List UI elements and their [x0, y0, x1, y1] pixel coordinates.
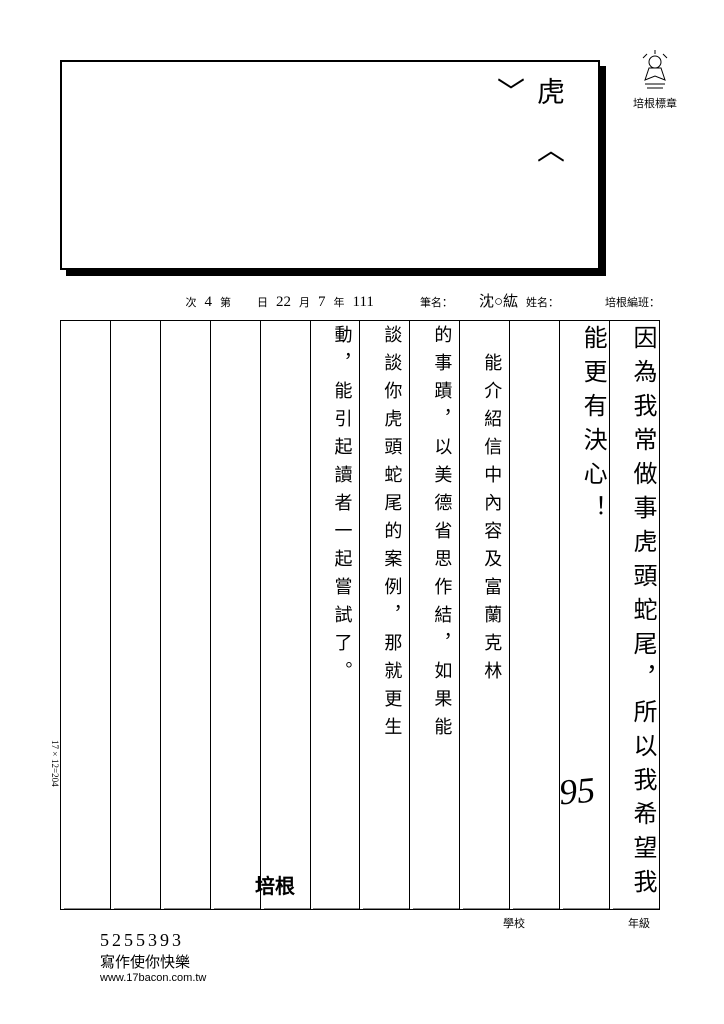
- badge-area: 培根標章: [630, 50, 680, 111]
- badge-icon: [635, 50, 675, 90]
- grid-column: 談談你虎頭蛇尾的案例，那就更生: [359, 321, 409, 909]
- day-suffix: 日: [257, 294, 268, 310]
- class-label: 培根編班：: [605, 294, 660, 310]
- grid-dimensions: 17×12=204: [50, 740, 60, 787]
- column-text: 的事蹟，以美德省思作結，如果能: [425, 325, 459, 909]
- date-month: 7: [318, 294, 326, 311]
- grid-column: 動，能引起讀者一起嘗試了。: [310, 321, 360, 909]
- footer-number: 5255393: [100, 930, 206, 951]
- column-text: 因為我常做事虎頭蛇尾，所以我希望我: [625, 325, 659, 909]
- column-text: 談談你虎頭蛇尾的案例，那就更生: [375, 325, 409, 909]
- date-year: 111: [353, 294, 374, 311]
- column-text: 動，能引起讀者一起嘗試了。: [325, 325, 359, 909]
- footer-bottom: 5255393 寫作使你快樂 www.17bacon.com.tw: [100, 930, 206, 984]
- footer-url: www.17bacon.com.tw: [100, 972, 206, 984]
- name-value: 沈○紘: [479, 290, 518, 311]
- grid-column: 能更有決心！: [559, 321, 609, 909]
- grid-column: [260, 321, 310, 909]
- stamp-mark: 培根: [255, 870, 295, 899]
- grid-column: 的事蹟，以美德省思作結，如果能: [409, 321, 459, 909]
- badge-label: 培根標章: [630, 95, 680, 111]
- grid-column: [110, 321, 160, 909]
- page: 培根標章 虎〈 〉 培根編班： 姓名： 沈○紘 筆名： 111 年 7 月 22…: [60, 50, 680, 970]
- grid-column: [160, 321, 210, 909]
- grid-column: [210, 321, 260, 909]
- grid-column: [61, 321, 110, 909]
- grid-column: 因為我常做事虎頭蛇尾，所以我希望我: [609, 321, 659, 909]
- month-suffix: 月: [299, 294, 310, 310]
- school-label: 學校: [503, 915, 525, 931]
- grid-column: 能介紹信中內容及富蘭克林: [459, 321, 509, 909]
- column-text: 能更有決心！: [575, 325, 609, 909]
- footer-slogan: 寫作使你快樂: [100, 951, 206, 972]
- session-suffix: 次: [186, 294, 197, 310]
- grade-label: 年級: [628, 915, 650, 931]
- title-box: 虎〈 〉: [60, 60, 600, 270]
- penname-label: 筆名：: [420, 294, 453, 310]
- grid-column: [509, 321, 559, 909]
- session-num: 4: [205, 294, 213, 311]
- info-strip: 培根編班： 姓名： 沈○紘 筆名： 111 年 7 月 22 日 第 4 次: [60, 290, 660, 318]
- session-prefix: 第: [220, 294, 231, 310]
- title-text: 虎〈 〉: [488, 77, 568, 268]
- score-mark: 95: [557, 769, 597, 814]
- year-suffix: 年: [334, 294, 345, 310]
- column-text: 能介紹信中內容及富蘭克林: [475, 325, 509, 909]
- writing-grid: 因為我常做事虎頭蛇尾，所以我希望我能更有決心！ 能介紹信中內容及富蘭克林的事蹟，…: [60, 320, 660, 910]
- date-day: 22: [276, 294, 291, 311]
- name-label: 姓名：: [526, 294, 559, 310]
